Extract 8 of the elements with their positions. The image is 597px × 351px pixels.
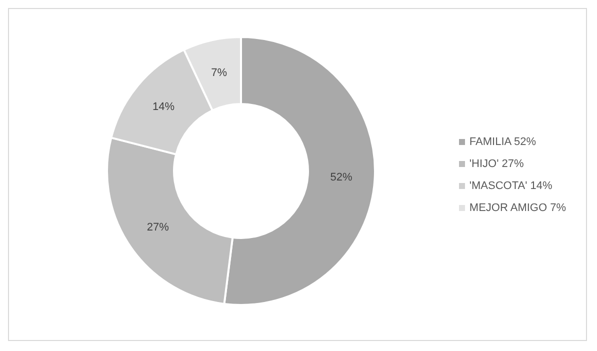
legend-label: 'HIJO' 27% [469,158,524,170]
legend-label: 'MASCOTA' 14% [469,180,552,192]
data-label: 14% [152,100,175,113]
data-label: 27% [146,221,170,234]
data-label: 52% [330,171,353,184]
legend-label: FAMILIA 52% [469,136,536,148]
legend-label: MEJOR AMIGO 7% [469,202,566,214]
data-label: 7% [211,66,228,79]
